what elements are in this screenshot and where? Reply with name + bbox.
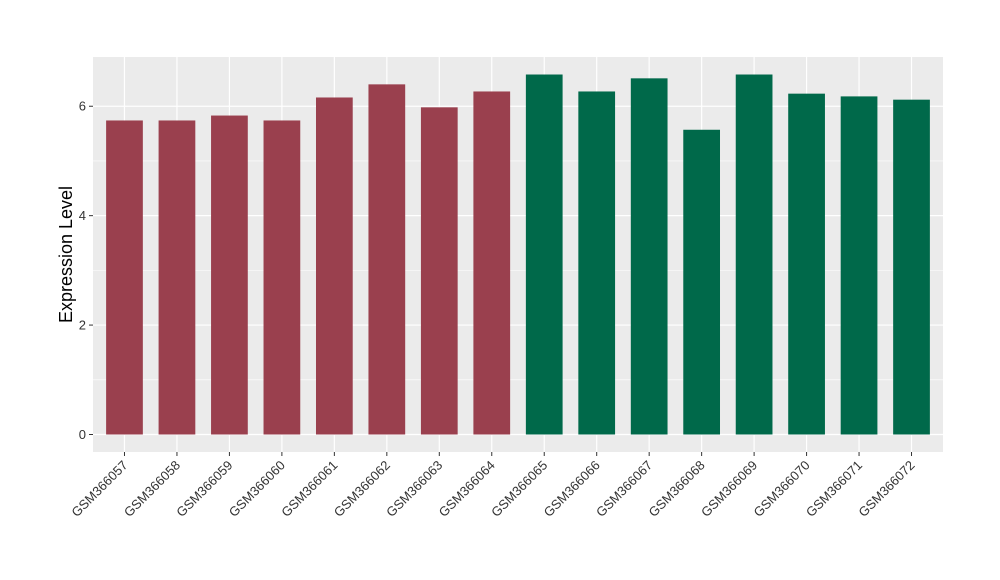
- bar-GSM366064: [473, 91, 511, 435]
- x-axis: GSM366057GSM366058GSM366059GSM366060GSM3…: [68, 452, 918, 520]
- bar-GSM366060: [263, 120, 301, 435]
- bar-GSM366063: [420, 107, 458, 435]
- y-axis-title: Expression Level: [56, 186, 76, 323]
- bar-GSM366067: [630, 78, 668, 435]
- bars: [106, 74, 930, 435]
- bar-GSM366069: [735, 74, 773, 435]
- bar-GSM366066: [578, 91, 616, 435]
- bar-GSM366059: [211, 115, 248, 435]
- bar-GSM366065: [525, 74, 563, 435]
- bar-GSM366057: [106, 120, 143, 435]
- y-tick-label: 6: [79, 99, 86, 114]
- bar-GSM366072: [893, 99, 930, 435]
- y-tick-label: 0: [79, 427, 86, 442]
- bar-GSM366068: [683, 129, 721, 435]
- bar-GSM366071: [840, 96, 878, 435]
- bar-GSM366061: [315, 97, 353, 435]
- x-tick-label: GSM366072: [855, 458, 917, 520]
- y-axis: 0 2 4 6: [79, 99, 93, 442]
- y-tick-label: 4: [79, 208, 86, 223]
- bar-GSM366058: [158, 120, 196, 435]
- y-tick-label: 2: [79, 318, 86, 333]
- bar-GSM366070: [788, 93, 825, 435]
- bar-GSM366062: [368, 84, 406, 435]
